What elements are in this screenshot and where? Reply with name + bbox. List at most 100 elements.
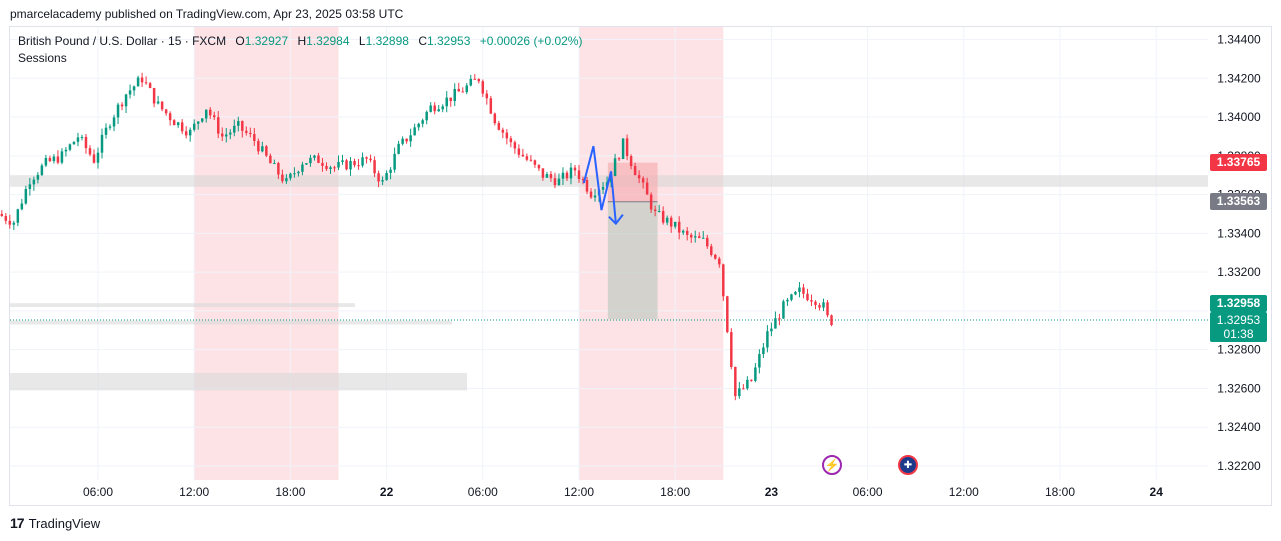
candle-body	[293, 173, 296, 175]
candle-body	[557, 178, 561, 186]
candle-body	[124, 94, 128, 107]
candle-body	[625, 138, 629, 157]
uk-flag-icon[interactable]: ✚	[898, 455, 918, 475]
candle-body	[237, 121, 240, 126]
candle-body	[790, 294, 793, 300]
stop-price-tag: 1.33765	[1210, 154, 1267, 171]
candle-body	[641, 178, 645, 183]
candle-body	[48, 157, 52, 162]
candle-body	[0, 213, 4, 217]
candle-body	[389, 169, 392, 173]
candle-body	[361, 157, 364, 166]
publisher-line: pmarcelacademy published on TradingView.…	[10, 7, 404, 21]
candle-body	[677, 221, 681, 233]
axes: 1.344001.342001.340001.338001.336001.334…	[83, 33, 1261, 500]
candle-body	[281, 174, 284, 182]
brand-name: TradingView	[28, 515, 101, 531]
candle-body	[489, 98, 493, 114]
candle-body	[521, 154, 525, 157]
candle-body	[92, 154, 96, 163]
x-tick-label: 18:00	[660, 485, 690, 499]
close-label: C	[418, 34, 427, 48]
x-tick-label: 12:00	[949, 485, 979, 499]
candle-body	[273, 163, 276, 165]
x-tick-label: 06:00	[83, 485, 113, 499]
candle-body	[184, 131, 188, 136]
candle-body	[353, 160, 356, 166]
candle-body	[549, 174, 553, 179]
candle-body	[493, 113, 497, 124]
candle-body	[469, 78, 473, 86]
candle-body	[96, 152, 100, 163]
candle-body	[88, 148, 92, 155]
candle-body	[661, 210, 665, 223]
candle-body	[477, 79, 481, 82]
candle-body	[485, 93, 489, 99]
candle-body	[180, 122, 184, 132]
low-value: 1.32898	[365, 34, 409, 48]
candle-body	[4, 216, 8, 221]
y-tick-label: 1.34000	[1217, 110, 1261, 124]
candle-body	[750, 379, 753, 381]
candle-body	[565, 172, 569, 179]
candle-body	[32, 179, 36, 185]
candle-body	[20, 203, 24, 210]
bolt-icon[interactable]: ⚡	[822, 455, 842, 475]
candle-body	[172, 120, 176, 126]
candle-body	[349, 160, 352, 170]
x-tick-label: 23	[765, 485, 779, 499]
candle-body	[698, 236, 701, 238]
logo-mark: 17	[10, 515, 25, 531]
candle-body	[100, 134, 104, 153]
candle-body	[766, 331, 769, 348]
arrow-head	[608, 214, 624, 226]
change-value: +0.00026 (+0.02%)	[479, 34, 583, 48]
y-tick-label: 1.33200	[1217, 265, 1261, 279]
candle-body	[257, 140, 260, 152]
candle-body	[429, 105, 432, 112]
candle-body	[365, 157, 368, 159]
candle-body	[245, 130, 248, 133]
candle-body	[613, 158, 617, 177]
x-tick-label: 06:00	[853, 485, 883, 499]
candle-body	[770, 328, 773, 332]
x-tick-label: 18:00	[275, 485, 305, 499]
candle-body	[196, 121, 200, 124]
candle-body	[577, 170, 581, 180]
candle-body	[309, 157, 312, 164]
short-position-tool	[607, 162, 658, 320]
chart-frame	[9, 26, 1272, 506]
candle-body	[188, 129, 192, 136]
candle-body	[457, 88, 460, 92]
candle-body	[108, 126, 112, 128]
candle-body	[345, 160, 348, 170]
candle-body	[64, 149, 68, 152]
candle-body	[221, 133, 224, 137]
candle-body	[277, 163, 280, 175]
candle-body	[681, 230, 685, 233]
target-price-tag: 1.32958	[1210, 295, 1267, 312]
candle-body	[104, 127, 108, 135]
candle-body	[393, 153, 396, 170]
candle-body	[261, 146, 264, 152]
candle-body	[200, 118, 204, 122]
candle-body	[425, 111, 428, 121]
candle-body	[810, 300, 813, 302]
candle-body	[754, 367, 757, 381]
symbol-label[interactable]: British Pound / U.S. Dollar · 15 · FXCM	[18, 34, 227, 48]
candle-body	[742, 388, 745, 390]
candle-body	[778, 318, 781, 320]
candle-body	[40, 165, 44, 175]
candle-body	[513, 142, 517, 149]
candle-body	[76, 137, 80, 142]
candle-body	[481, 81, 485, 94]
sessions-indicator-label[interactable]: Sessions	[18, 51, 67, 65]
candle-body	[317, 155, 320, 163]
candle-body	[449, 97, 452, 102]
candle-body	[24, 189, 28, 204]
candle-body	[734, 366, 737, 397]
tradingview-logo[interactable]: 17 TradingView	[10, 515, 100, 531]
chart-legend: British Pound / U.S. Dollar · 15 · FXCM …	[18, 34, 582, 48]
high-value: 1.32984	[306, 34, 350, 48]
